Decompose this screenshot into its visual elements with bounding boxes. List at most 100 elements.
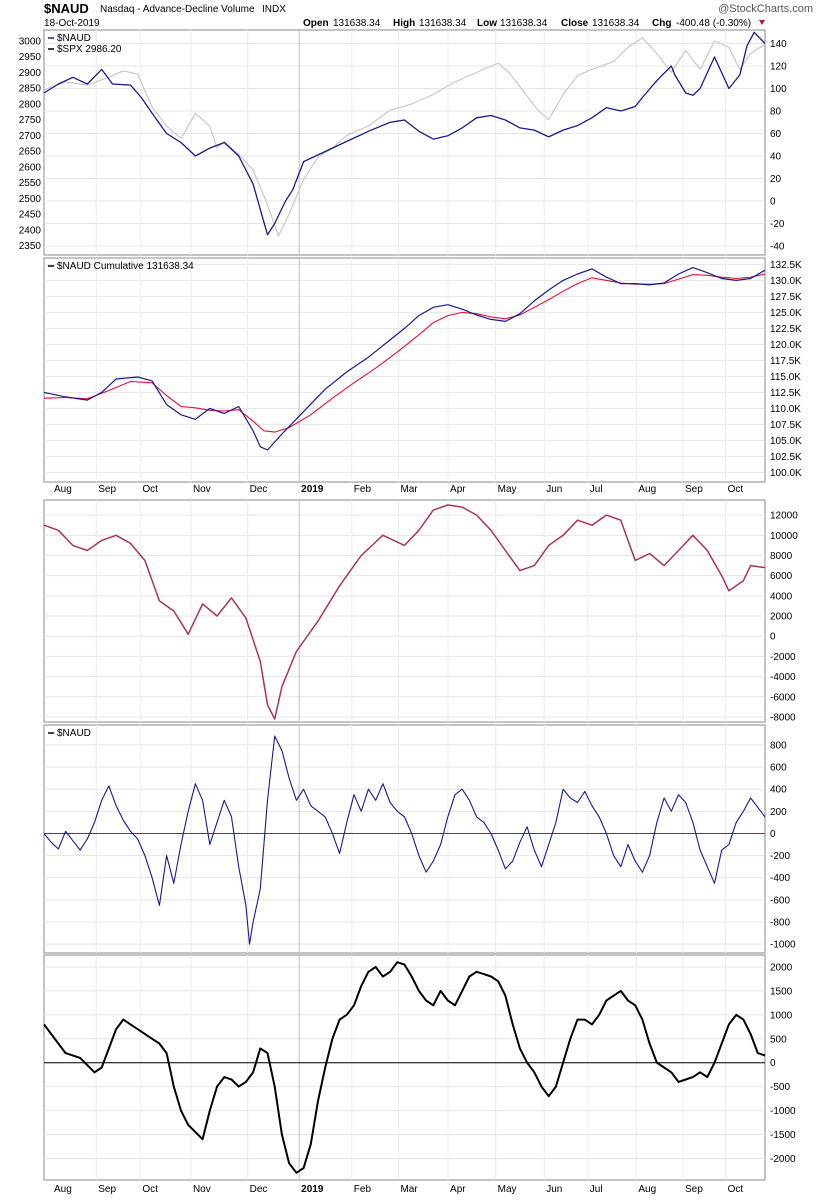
panel4-right-tick-label: 400 <box>770 785 787 796</box>
exchange-label: INDX <box>262 4 286 15</box>
panel3-right-tick-label: 2000 <box>770 612 793 623</box>
panel1-left-tick-label: 3000 <box>19 37 42 48</box>
panel2-right-tick-label: 127.5K <box>770 292 802 303</box>
panel4-right-tick-label: -600 <box>770 895 790 906</box>
panel2-right-tick-label: 132.5K <box>770 260 802 271</box>
low-value: 131638.34 <box>500 18 548 29</box>
month-label: Apr <box>450 1184 466 1195</box>
month-label: Mar <box>400 484 418 495</box>
panel2-frame <box>43 257 766 483</box>
month-label: Oct <box>142 1184 158 1195</box>
brand-logo: @StockCharts.com <box>718 3 813 15</box>
panel4-right-tick-label: -200 <box>770 851 790 862</box>
month-label: Aug <box>54 1184 72 1195</box>
panel2-right-tick-label: 107.5K <box>770 420 802 431</box>
panel5-right-tick-label: -1500 <box>770 1130 796 1141</box>
panel1-right-tick-label: 20 <box>770 174 782 185</box>
panel1-left-tick-label: 2600 <box>19 162 42 173</box>
panel1-series-line <box>43 37 766 237</box>
panel1-legend-label: $NAUD <box>57 33 91 44</box>
panel2-group: 100.0K 102.5K 105.0K 107.5K 110.0K 112.5K 115.… <box>43 257 802 483</box>
panel2-right-tick-label: 117.5K <box>770 356 801 367</box>
month-label: Oct <box>142 484 158 495</box>
close-value: 131638.34 <box>592 18 640 29</box>
panel4-right-tick-label: -1000 <box>770 940 796 951</box>
month-label: Dec <box>250 1184 268 1195</box>
panel1-left-tick-label: 2800 <box>19 99 42 110</box>
panel2-right-tick-label: 125.0K <box>770 308 802 319</box>
panel5-right-tick-label: 2000 <box>770 962 793 973</box>
panel5-right-tick-label: 1000 <box>770 1010 793 1021</box>
open-value: 131638.34 <box>333 18 381 29</box>
panel3-right-tick-label: 10000 <box>770 531 798 542</box>
panel2-series-line <box>43 267 766 451</box>
month-label: Nov <box>193 484 211 495</box>
panel3-right-tick-label: 4000 <box>770 591 793 602</box>
month-label: Oct <box>728 1184 744 1195</box>
panel4-right-tick-label: -400 <box>770 873 790 884</box>
month-label: 2019 <box>301 1184 324 1195</box>
month-label: 2019 <box>301 484 324 495</box>
panel4-right-tick-label: -800 <box>770 918 790 929</box>
symbol-title: $NAUD <box>44 1 89 16</box>
panel1-right-tick-label: 100 <box>770 84 787 95</box>
panel4-series-line <box>43 735 766 945</box>
panel1-right-tick-label: 140 <box>770 39 787 50</box>
month-label: Jul <box>590 1184 603 1195</box>
high-label: High <box>393 18 415 29</box>
panel1-right-tick-label: -40 <box>770 242 785 253</box>
panel2-right-tick-label: 110.0K <box>770 404 801 415</box>
panel2-right-tick-label: 100.0K <box>770 468 802 479</box>
panel1-left-tick-label: 2950 <box>19 52 42 63</box>
panel4-right-tick-label: 0 <box>770 829 776 840</box>
chg-down-icon <box>759 20 765 25</box>
panel5-right-tick-label: 500 <box>770 1034 787 1045</box>
month-label: Sep <box>685 1184 703 1195</box>
panel1-right-tick-label: 80 <box>770 107 782 118</box>
panel4-right-tick-label: 600 <box>770 763 787 774</box>
month-label: Aug <box>638 484 656 495</box>
month-label: May <box>498 484 517 495</box>
panel5-right-tick-label: -1000 <box>770 1106 796 1117</box>
open-label: Open <box>303 18 329 29</box>
panel3-right-tick-label: 0 <box>770 632 776 643</box>
month-label: Feb <box>354 1184 372 1195</box>
chg-value: -400.48 (-0.30%) <box>676 18 751 29</box>
close-label: Close <box>561 18 589 29</box>
month-label: Aug <box>638 1184 656 1195</box>
panel1-left-tick-label: 2400 <box>19 225 42 236</box>
month-label: Sep <box>98 1184 116 1195</box>
panel1-left-tick-label: 2750 <box>19 115 42 126</box>
panel3-right-tick-label: -8000 <box>770 712 796 723</box>
panel3-right-tick-label: 8000 <box>770 551 793 562</box>
panel1-series-line <box>43 31 766 236</box>
month-label: Mar <box>400 1184 418 1195</box>
panel3-frame <box>43 499 766 723</box>
panel1-right-tick-label: 0 <box>770 197 776 208</box>
chart-date: 18-Oct-2019 <box>44 18 100 29</box>
month-label: Nov <box>193 1184 211 1195</box>
symbol-description: Nasdaq - Advance-Decline Volume <box>100 4 255 15</box>
panel5-series-line <box>43 961 766 1174</box>
panel1-legend-label: $SPX 2986.20 <box>57 44 122 55</box>
month-label: Jun <box>546 1184 562 1195</box>
month-label: Jun <box>546 484 562 495</box>
panel4-right-tick-label: 800 <box>770 740 787 751</box>
panel1-left-tick-label: 2500 <box>19 194 42 205</box>
panel1-right-tick-label: -20 <box>770 219 785 230</box>
panel1-left-tick-label: 2900 <box>19 68 42 79</box>
panel4-frame <box>43 724 766 954</box>
panel2-right-tick-label: 105.0K <box>770 436 802 447</box>
panel3-right-tick-label: 12000 <box>770 511 798 522</box>
panel1-left-tick-label: 2450 <box>19 210 42 221</box>
panel3-right-tick-label: -2000 <box>770 652 796 663</box>
month-label: May <box>498 1184 517 1195</box>
panel3-right-tick-label: -6000 <box>770 692 796 703</box>
panel2-right-tick-label: 122.5K <box>770 324 802 335</box>
panel2-right-tick-label: 115.0K <box>770 372 801 383</box>
panel4-legend-label: $NAUD <box>57 728 91 739</box>
panel2-right-tick-label: 102.5K <box>770 452 802 463</box>
panel1-left-tick-label: 2350 <box>19 241 42 252</box>
panel5-group: -2000 -1500 -1000 -500 0 500 1000 1500 2000 <box>43 954 796 1181</box>
